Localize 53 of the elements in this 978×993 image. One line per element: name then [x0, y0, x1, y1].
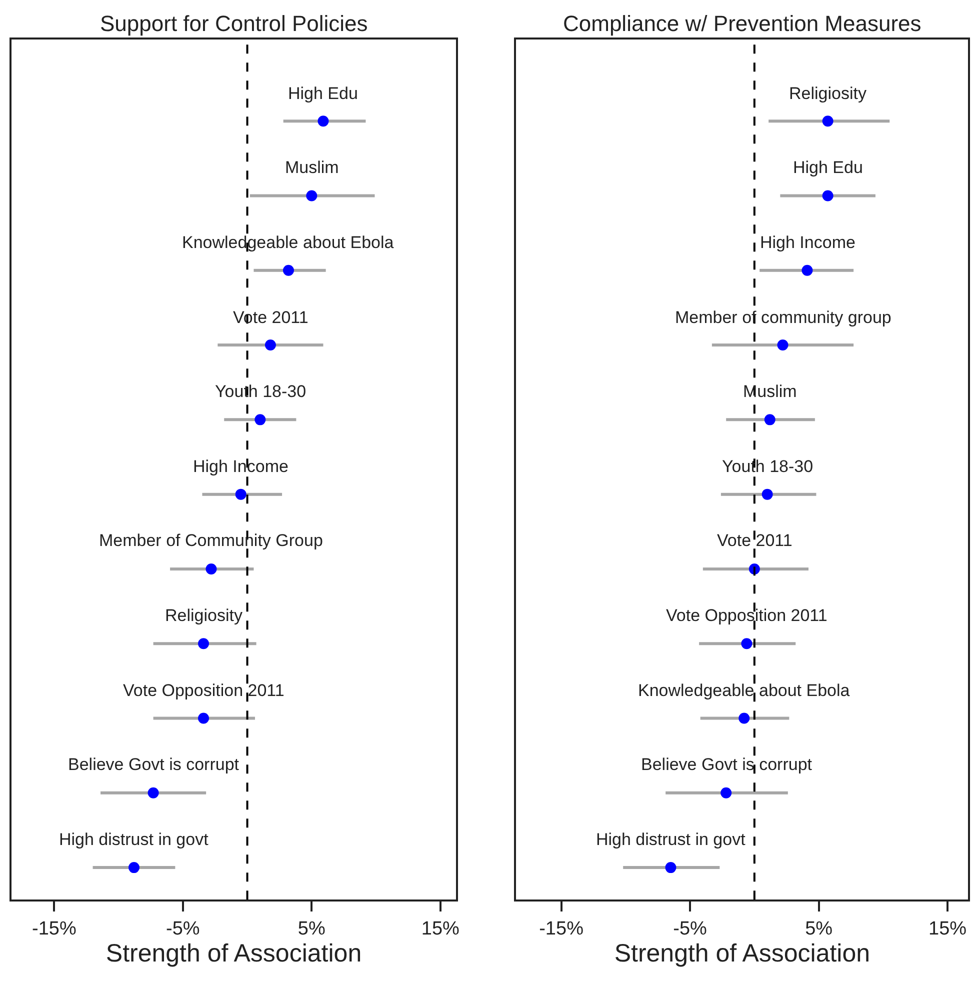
- category-label: Vote 2011: [717, 531, 792, 550]
- category-label: High Edu: [288, 84, 358, 103]
- category-label: Youth 18-30: [215, 382, 306, 401]
- category-label: Muslim: [743, 382, 797, 401]
- x-tick-label: 5%: [298, 918, 326, 940]
- x-tick-label: 5%: [805, 918, 833, 940]
- category-label: Believe Govt is corrupt: [641, 755, 812, 774]
- point: [318, 116, 329, 127]
- category-label: Vote Opposition 2011: [666, 606, 828, 625]
- x-tick-label: -5%: [166, 918, 200, 940]
- category-label: High Income: [193, 457, 288, 476]
- point: [738, 712, 750, 724]
- category-label: High distrust in govt: [596, 830, 746, 849]
- x-axis-title: Strength of Association: [614, 939, 870, 968]
- point: [802, 264, 813, 276]
- category-label: Knowledgeable about Ebola: [182, 233, 394, 252]
- point: [206, 563, 217, 574]
- point: [128, 862, 140, 874]
- category-label: High Income: [760, 233, 856, 252]
- point: [764, 414, 776, 426]
- point: [665, 862, 676, 874]
- x-tick-label: 15%: [928, 918, 967, 940]
- category-label: Believe Govt is corrupt: [68, 755, 240, 774]
- x-axis-title: Strength of Association: [106, 939, 362, 968]
- category-label: Knowledgeable about Ebola: [638, 681, 850, 700]
- point: [198, 638, 210, 650]
- point: [306, 190, 318, 202]
- category-label: Vote Opposition 2011: [123, 681, 284, 700]
- point: [254, 414, 266, 426]
- x-tick-label: 15%: [421, 918, 460, 940]
- x-tick-label: -15%: [539, 918, 584, 940]
- category-label: High distrust in govt: [59, 830, 208, 849]
- x-tick-label: -5%: [673, 918, 708, 940]
- chart-title: Support for Control Policies: [100, 11, 368, 36]
- point: [777, 340, 788, 351]
- point: [762, 488, 773, 500]
- category-label: Youth 18-30: [722, 457, 814, 476]
- point: [198, 712, 210, 724]
- category-label: Member of Community Group: [99, 531, 323, 550]
- point: [822, 190, 834, 202]
- point: [822, 116, 834, 127]
- category-label: Religiosity: [789, 84, 866, 103]
- category-label: Muslim: [285, 158, 339, 177]
- point: [264, 340, 276, 351]
- point: [720, 787, 732, 798]
- x-tick-label: -15%: [32, 918, 76, 940]
- point: [148, 787, 159, 798]
- point: [282, 264, 294, 276]
- point: [235, 488, 246, 500]
- category-label: High Edu: [793, 158, 863, 177]
- category-label: Religiosity: [165, 606, 242, 625]
- chart-title: Compliance w/ Prevention Measures: [563, 11, 922, 36]
- point: [741, 638, 752, 650]
